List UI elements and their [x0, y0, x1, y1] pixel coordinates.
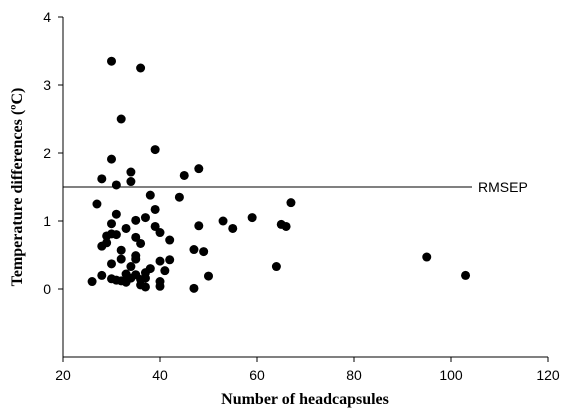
y-tick-label: 2 — [43, 145, 51, 161]
data-point — [126, 262, 136, 272]
data-point — [136, 63, 146, 73]
data-point — [145, 190, 155, 200]
x-tick-label: 80 — [346, 367, 362, 383]
data-point — [150, 204, 160, 214]
data-point — [204, 271, 213, 281]
data-point — [97, 270, 107, 280]
rmsep-label: RMSEP — [478, 179, 528, 195]
data-point — [286, 198, 296, 208]
data-point — [116, 254, 126, 264]
data-point — [107, 259, 116, 269]
data-point — [271, 262, 281, 272]
data-point — [102, 238, 112, 248]
data-point — [140, 213, 150, 223]
data-point — [107, 56, 116, 66]
data-point — [97, 174, 107, 184]
data-point — [165, 235, 175, 245]
data-point — [121, 223, 131, 233]
data-point — [194, 221, 204, 231]
x-tick-label: 120 — [536, 367, 560, 383]
data-point — [155, 228, 165, 238]
data-point — [174, 192, 184, 202]
data-point — [189, 283, 199, 293]
data-point — [155, 281, 165, 291]
x-tick-label: 60 — [249, 367, 265, 383]
data-point — [165, 255, 175, 265]
data-point — [140, 273, 150, 283]
data-point — [126, 167, 136, 177]
data-point — [160, 266, 170, 276]
data-point — [199, 247, 209, 257]
data-point — [140, 282, 150, 292]
data-point — [111, 230, 121, 240]
data-point — [228, 223, 238, 233]
data-point — [461, 270, 471, 280]
data-point — [126, 177, 136, 187]
data-point — [422, 252, 432, 262]
data-point — [189, 245, 199, 255]
data-point — [136, 238, 146, 248]
x-axis-title: Number of headcapsules — [221, 391, 389, 408]
x-tick-label: 100 — [439, 367, 463, 383]
data-point — [218, 216, 228, 226]
data-point — [131, 254, 141, 264]
data-point — [116, 245, 126, 255]
data-point — [179, 170, 189, 180]
data-point — [281, 221, 291, 231]
data-point — [87, 277, 97, 287]
data-point — [247, 213, 257, 223]
data-point — [107, 219, 116, 229]
data-point — [150, 145, 160, 155]
data-point — [92, 199, 102, 209]
data-point — [150, 221, 160, 231]
data-point — [131, 215, 141, 225]
data-point — [111, 180, 121, 190]
data-point — [107, 154, 116, 164]
y-tick-label: 0 — [43, 281, 51, 297]
data-point — [111, 209, 121, 219]
data-point — [155, 256, 165, 266]
data-point — [116, 114, 126, 124]
y-tick-label: 1 — [43, 213, 51, 229]
y-axis-title: Temperature differences (ºC) — [9, 88, 26, 287]
data-point — [194, 164, 204, 174]
data-point — [145, 264, 155, 274]
y-tick-label: 4 — [43, 9, 51, 25]
data-point — [131, 232, 141, 242]
y-tick-label: 3 — [43, 77, 51, 93]
x-tick-label: 20 — [55, 367, 71, 383]
x-tick-label: 40 — [152, 367, 168, 383]
